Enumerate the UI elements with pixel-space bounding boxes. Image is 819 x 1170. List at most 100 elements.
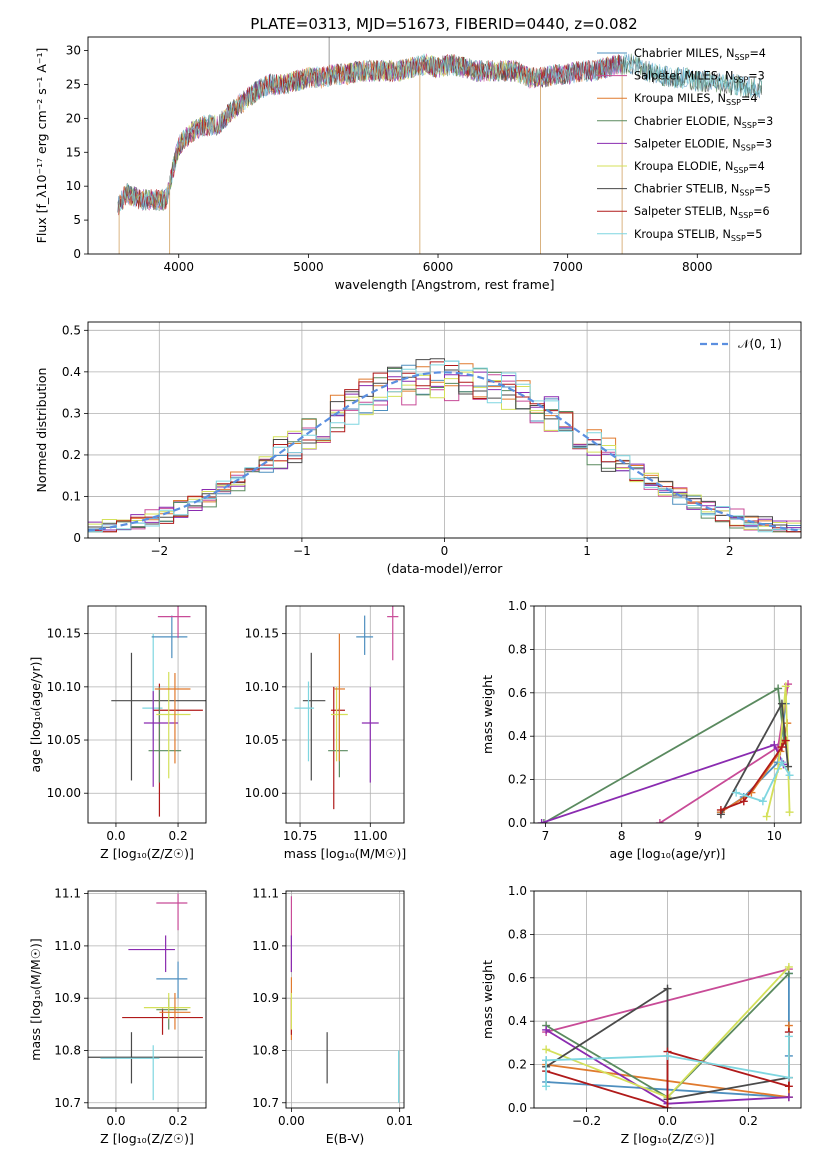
panel-mass-vs-z: 0.0 0.2 10.7 10.8 10.9 11.0 11.1 Z [log₁₀(Z/Z☉)… xyxy=(28,887,207,1146)
x-tick-label: 2 xyxy=(726,544,734,558)
y-tick-label: 10.9 xyxy=(252,991,279,1005)
y-tick-label: 25 xyxy=(66,77,81,91)
weight-marker xyxy=(739,797,748,806)
x-tick-label: 4000 xyxy=(163,260,194,274)
y-tick-label: 10.8 xyxy=(54,1043,81,1057)
y-tick-label: 10.00 xyxy=(47,786,81,800)
y-tick-label: 10.05 xyxy=(245,733,279,747)
y-tick-label: 10.7 xyxy=(252,1096,279,1110)
error-bar xyxy=(156,893,188,931)
x-tick-label: 0.2 xyxy=(739,1114,758,1128)
x-tick-label: 1 xyxy=(583,544,591,558)
y-axis-label: mass weight xyxy=(480,960,495,1039)
x-axis-label: mass [log₁₀(M/M☉)] xyxy=(284,846,406,861)
weight-marker xyxy=(716,805,725,814)
weight-marker xyxy=(762,812,771,821)
error-bar xyxy=(156,671,191,779)
error-bar xyxy=(356,615,374,655)
x-tick-label: 0.0 xyxy=(106,1114,125,1128)
ticks xyxy=(84,893,179,1112)
y-tick-label: 15 xyxy=(66,145,81,159)
weight-marker xyxy=(732,788,741,797)
x-tick-label: 7000 xyxy=(552,260,583,274)
error-bar xyxy=(159,992,191,1030)
x-tick-label: −1 xyxy=(293,544,311,558)
ticks xyxy=(530,890,749,1112)
spectrum-line xyxy=(118,53,622,215)
x-tick-label: 0.2 xyxy=(169,1114,188,1128)
legend-label: 𝒩(0, 1) xyxy=(738,337,782,351)
y-axis-label: mass weight xyxy=(480,675,495,754)
weight-marker xyxy=(777,699,786,708)
grid xyxy=(534,605,801,824)
x-axis-label: age [log₁₀(age/yr)] xyxy=(610,846,726,861)
y-tick-label: 0.0 xyxy=(508,816,527,830)
histogram-step xyxy=(88,371,801,530)
x-axis-label: Z [log₁₀(Z/Z☉)] xyxy=(621,1131,715,1146)
y-tick-label: 0.4 xyxy=(508,1014,527,1028)
weight-line xyxy=(545,986,790,1101)
weight-line xyxy=(659,683,789,823)
error-bar xyxy=(387,606,399,661)
error-bar xyxy=(330,686,345,810)
error-bar xyxy=(128,935,175,973)
ticks xyxy=(282,633,371,827)
y-tick-label: 10.15 xyxy=(47,627,81,641)
legend-label: Salpeter STELIB, NSSP=6 xyxy=(634,205,770,220)
panel-weight-vs-z: −0.2 0.0 0.2 0.0 0.2 0.4 0.6 0.8 1.0 Z [log₁₀(Z/Z… xyxy=(480,884,802,1146)
legend-label: Chabrier STELIB, NSSP=5 xyxy=(634,183,771,198)
legend-label: Salpeter MILES, NSSP=3 xyxy=(634,70,765,85)
error-bar xyxy=(328,708,348,778)
error-bar xyxy=(143,992,191,1020)
ticks xyxy=(84,633,179,827)
y-tick-label: 11.0 xyxy=(252,939,279,953)
axes-frame xyxy=(533,605,802,824)
weight-marker xyxy=(784,1073,793,1082)
x-tick-label: 11.00 xyxy=(353,829,387,843)
error-bar xyxy=(148,686,182,783)
x-tick-label: 10.75 xyxy=(283,829,317,843)
y-tick-label: 10.10 xyxy=(47,680,81,694)
weight-marker xyxy=(785,771,794,780)
weight-line xyxy=(735,760,791,803)
legend: Chabrier MILES, NSSP=4 Salpeter MILES, NS… xyxy=(597,47,773,243)
ticks xyxy=(530,605,775,827)
y-tick-label: 10.10 xyxy=(245,680,279,694)
panel-spectrum: 4000 5000 6000 7000 8000 0 5 10 15 20 25 30 waveleng… xyxy=(34,36,802,292)
y-tick-label: 10.05 xyxy=(47,733,81,747)
x-tick-label: 0.2 xyxy=(169,829,188,843)
axes-frame xyxy=(87,36,802,255)
y-tick-label: 10.9 xyxy=(54,991,81,1005)
plot-area xyxy=(88,358,801,533)
error-bar xyxy=(151,615,188,659)
weight-marker xyxy=(774,684,783,693)
weight-line xyxy=(541,743,785,823)
error-bar xyxy=(156,961,188,999)
error-bar xyxy=(122,1008,203,1035)
x-tick-label: 8 xyxy=(618,829,626,843)
error-bar xyxy=(333,633,345,762)
plot-area xyxy=(290,896,400,1103)
y-tick-label: 10.00 xyxy=(245,786,279,800)
x-tick-label: 0.0 xyxy=(106,829,125,843)
weight-marker xyxy=(539,819,548,823)
panel-residuals: −2 −1 0 1 2 0 0.1 0.2 0.3 0.4 0.5 (data-model)/erro… xyxy=(34,321,802,576)
x-tick-label: 8000 xyxy=(682,260,713,274)
y-tick-label: 10 xyxy=(66,179,81,193)
weight-marker xyxy=(663,1104,672,1108)
weight-line xyxy=(765,686,791,817)
error-bar xyxy=(294,681,315,762)
gaussian-curve xyxy=(88,371,801,532)
y-axis-label: Flux [f_λ10⁻¹⁷ erg cm⁻² s⁻¹ A⁻¹] xyxy=(34,48,49,244)
legend-label: Kroupa STELIB, NSSP=5 xyxy=(634,228,762,243)
weight-marker xyxy=(537,819,546,823)
x-tick-label: 6000 xyxy=(423,260,454,274)
x-tick-label: 9 xyxy=(694,829,702,843)
y-tick-label: 10.8 xyxy=(252,1043,279,1057)
y-tick-label: 0.2 xyxy=(62,448,81,462)
x-tick-label: 0.00 xyxy=(278,1114,305,1128)
ticks xyxy=(84,329,731,542)
x-tick-label: 0.0 xyxy=(658,1114,677,1128)
plot-area xyxy=(537,680,794,823)
y-tick-label: 0.8 xyxy=(508,927,527,941)
